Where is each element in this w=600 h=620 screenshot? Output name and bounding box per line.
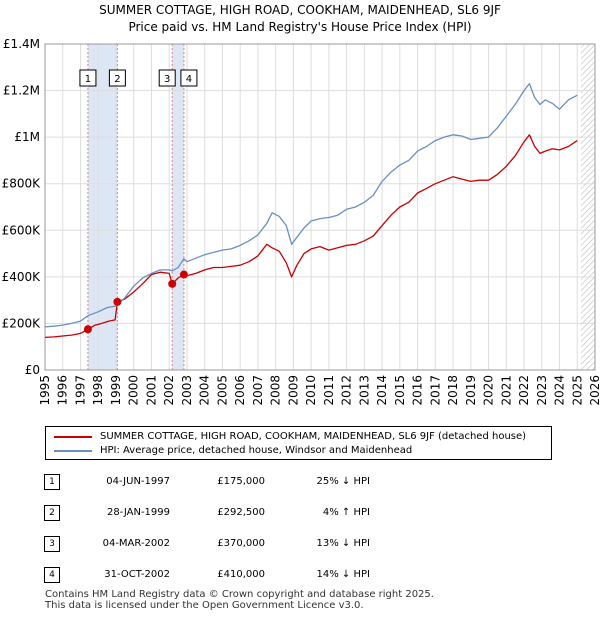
title-line-2: Price paid vs. HM Land Registry's House …: [128, 20, 472, 34]
chart-title: SUMMER COTTAGE, HIGH ROAD, COOKHAM, MAID…: [0, 2, 600, 36]
y-tick-label: £0: [25, 363, 40, 377]
x-tick-label: 2020: [482, 375, 496, 406]
transaction-price: £292,500: [217, 507, 265, 518]
price-chart: 1 2 3 4 £0 £200K £400K £600K £800K £1M £1.2M £1.4M 1…: [2, 37, 600, 406]
footer-line-2: This data is licensed under the Open Gov…: [45, 600, 364, 611]
x-tick-label: 2017: [428, 375, 442, 406]
y-tick-label: £200K: [2, 316, 42, 330]
y-tick-label: £1M: [14, 130, 40, 144]
transaction-number: 1: [44, 474, 60, 490]
transaction-hpi-diff: 14% ↓ HPI: [316, 569, 370, 580]
x-tick-label: 2008: [269, 375, 283, 406]
x-tick-label: 2023: [535, 375, 549, 406]
x-tick-label: 2006: [233, 375, 247, 406]
legend-label-price: SUMMER COTTAGE, HIGH ROAD, COOKHAM, MAID…: [100, 431, 527, 442]
legend-label-hpi: HPI: Average price, detached house, Wind…: [100, 445, 413, 456]
sale-point: [168, 279, 177, 288]
footer-notice: Contains HM Land Registry data © Crown c…: [45, 589, 434, 611]
transaction-number: 2: [44, 505, 60, 521]
transaction-row: 3 04-MAR-2002 £370,000 13% ↓ HPI: [0, 536, 600, 554]
plot-area-border: [44, 43, 596, 371]
transactions-table: 1 04-JUN-1997 £175,000 25% ↓ HPI 2 28-JA…: [0, 470, 600, 590]
transaction-number: 4: [44, 567, 60, 583]
x-tick-label: 2010: [304, 375, 318, 406]
sale-period-band: [172, 44, 184, 370]
footer-line-1: Contains HM Land Registry data © Crown c…: [45, 589, 434, 600]
series-line-price: [44, 134, 578, 339]
sale-label-text: 3: [164, 74, 170, 85]
transaction-date: 28-JAN-1999: [106, 507, 170, 518]
x-tick-label: 1995: [38, 375, 52, 406]
x-tick-label: 2005: [215, 375, 229, 406]
transaction-row: 2 28-JAN-1999 £292,500 4% ↑ HPI: [0, 505, 600, 523]
y-tick-label: £800K: [2, 177, 42, 191]
x-tick-label: 2026: [588, 375, 600, 406]
y-tick-label: £400K: [2, 270, 42, 284]
sale-label-box: [158, 69, 176, 87]
y-tick-label: £1.2M: [3, 84, 40, 98]
x-tick-label: 1997: [73, 375, 87, 406]
transaction-hpi-diff: 4% ↑ HPI: [322, 507, 370, 518]
transaction-price: £175,000: [217, 476, 265, 487]
sale-label-box: [180, 69, 198, 87]
sale-point: [179, 270, 188, 279]
sale-point: [113, 297, 122, 306]
transaction-price: £410,000: [217, 569, 265, 580]
sale-label-text: 1: [85, 74, 91, 85]
x-tick-label: 2024: [553, 375, 567, 406]
sale-label-text: 4: [186, 74, 192, 85]
x-tick-label: 2012: [340, 375, 354, 406]
transaction-date: 04-JUN-1997: [106, 476, 170, 487]
transaction-row: 4 31-OCT-2002 £410,000 14% ↓ HPI: [0, 567, 600, 585]
x-tick-label: 2013: [357, 375, 371, 406]
x-tick-label: 2021: [499, 375, 513, 406]
x-tick-label: 2009: [286, 375, 300, 406]
x-tick-label: 2007: [251, 375, 265, 406]
y-tick-label: £600K: [2, 223, 42, 237]
chart-legend: SUMMER COTTAGE, HIGH ROAD, COOKHAM, MAID…: [45, 426, 552, 460]
y-tick-label: £1.4M: [3, 37, 40, 51]
transaction-row: 1 04-JUN-1997 £175,000 25% ↓ HPI: [0, 474, 600, 492]
transaction-hpi-diff: 13% ↓ HPI: [316, 538, 370, 549]
x-tick-label: 2000: [127, 375, 141, 406]
x-tick-label: 1999: [109, 375, 123, 406]
x-tick-label: 1996: [56, 375, 70, 406]
sale-label-text: 2: [114, 74, 120, 85]
x-tick-label: 2003: [180, 375, 194, 406]
transaction-price: £370,000: [217, 538, 265, 549]
x-tick-label: 2022: [517, 375, 531, 406]
x-tick-label: 2016: [411, 375, 425, 406]
sale-label-box: [108, 69, 126, 87]
x-tick-label: 2025: [570, 375, 584, 406]
title-line-1: SUMMER COTTAGE, HIGH ROAD, COOKHAM, MAID…: [99, 3, 501, 17]
x-tick-label: 1998: [91, 375, 105, 406]
transaction-number: 3: [44, 536, 60, 552]
x-tick-label: 2004: [198, 375, 212, 406]
transaction-hpi-diff: 25% ↓ HPI: [316, 476, 370, 487]
legend-swatch-hpi: [54, 450, 92, 452]
legend-swatch-price: [54, 436, 92, 438]
x-tick-label: 2002: [162, 375, 176, 406]
transaction-date: 04-MAR-2002: [102, 538, 170, 549]
series-line-hpi: [44, 82, 578, 328]
sale-label-box: [79, 69, 97, 87]
x-tick-label: 2014: [375, 375, 389, 406]
sale-point: [83, 325, 92, 334]
sale-period-band: [87, 44, 118, 370]
x-tick-label: 2001: [144, 375, 158, 406]
transaction-date: 31-OCT-2002: [104, 569, 170, 580]
forecast-hatch-area: [580, 44, 595, 370]
x-tick-label: 2015: [393, 375, 407, 406]
x-tick-label: 2011: [322, 375, 336, 406]
x-tick-label: 2019: [464, 375, 478, 406]
x-tick-label: 2018: [446, 375, 460, 406]
